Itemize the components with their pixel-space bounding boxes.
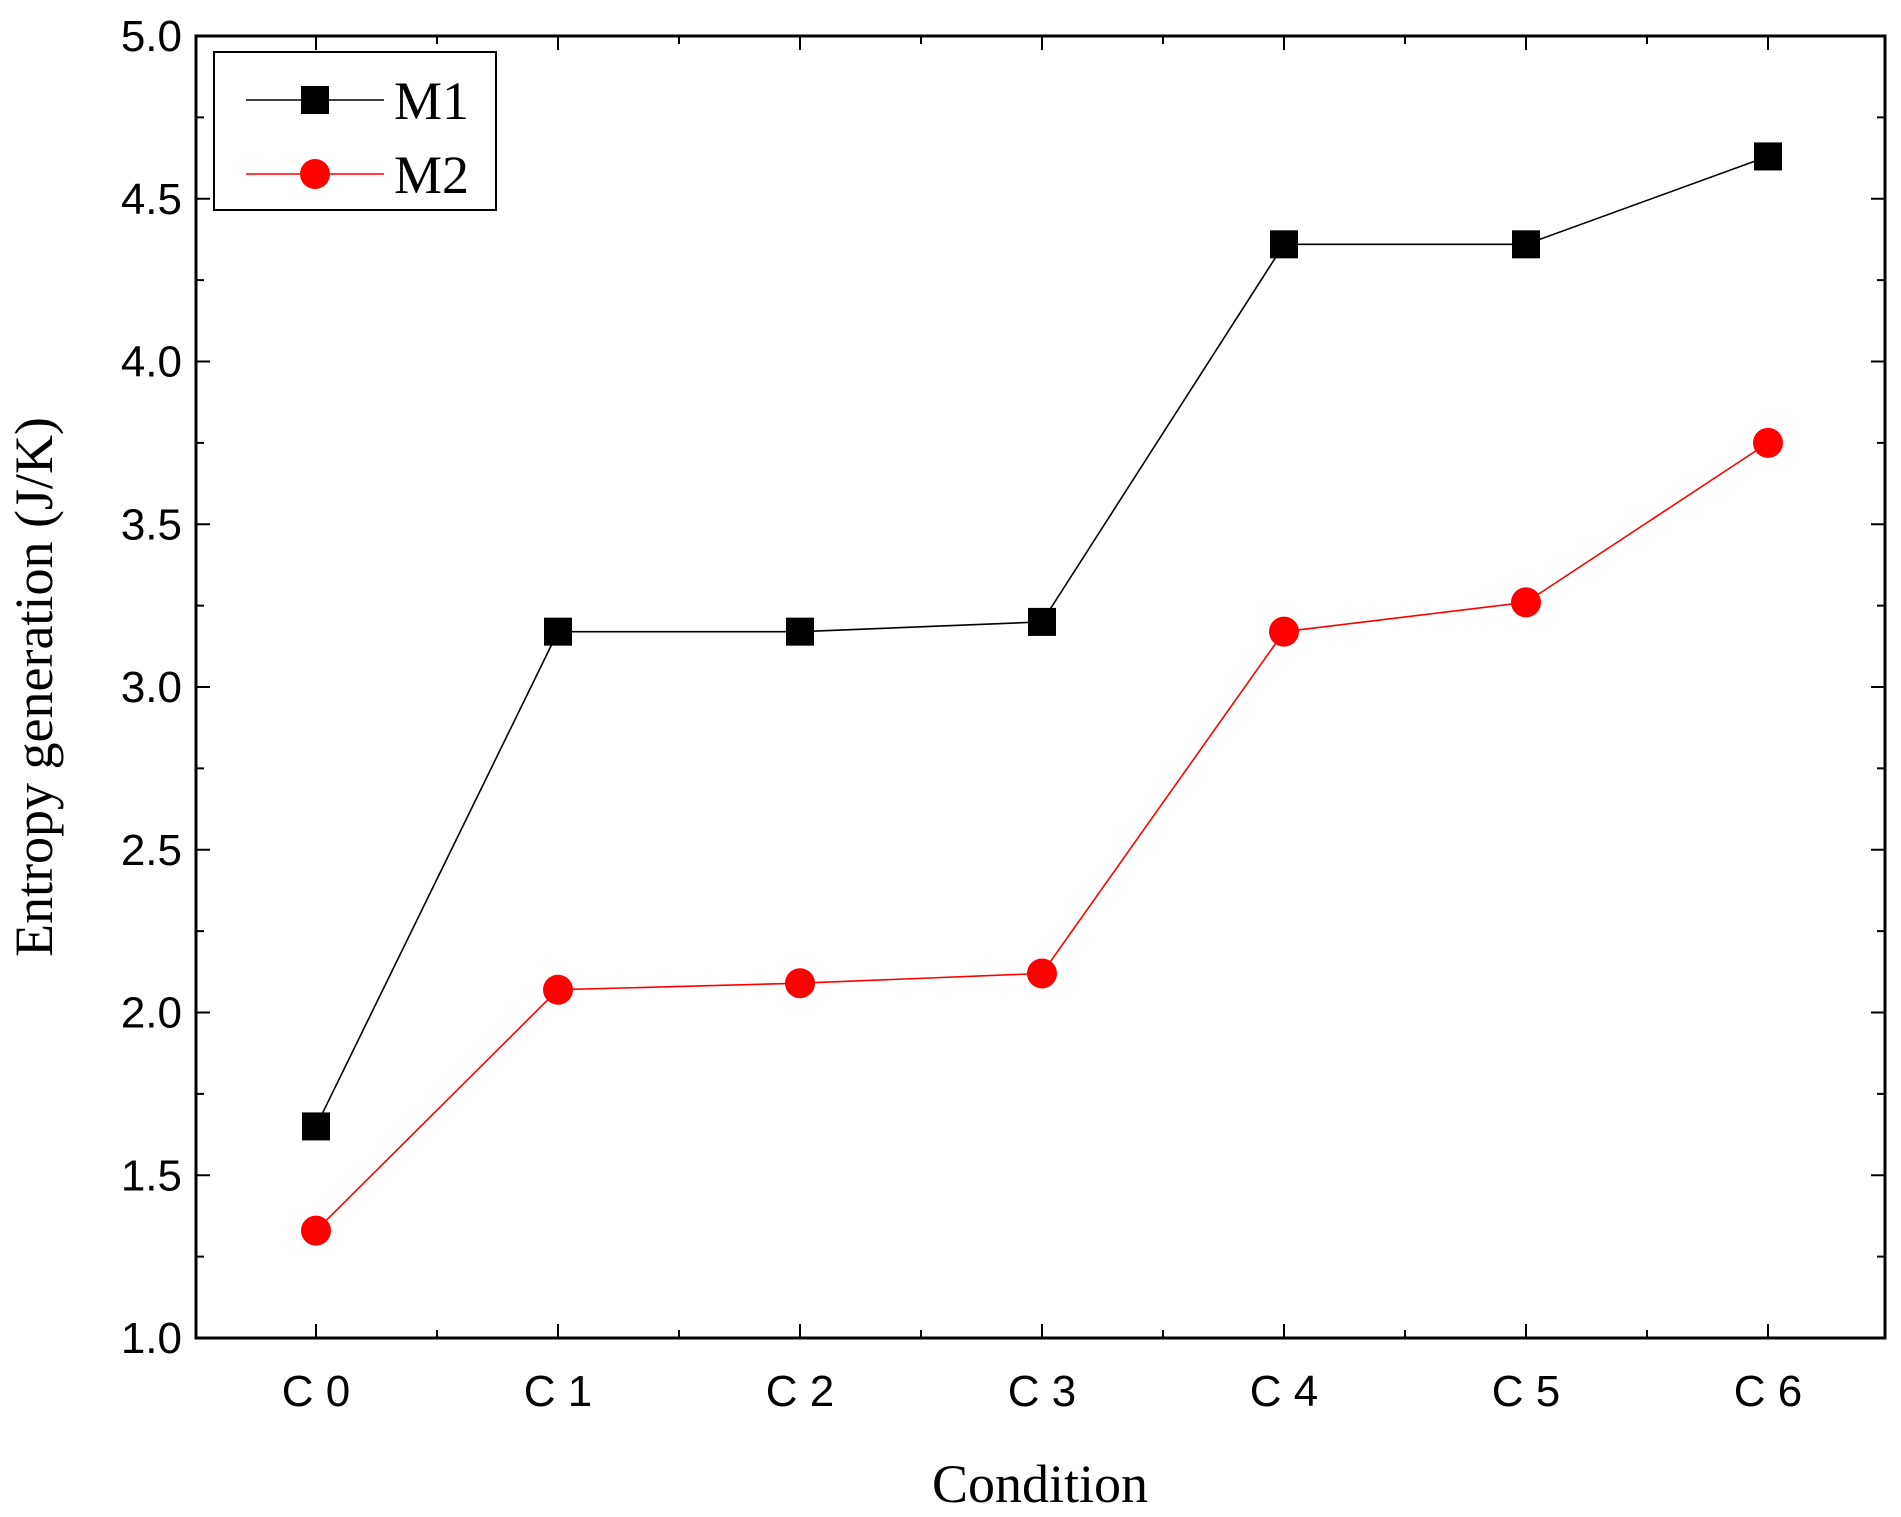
y-tick-label: 1.0	[121, 1314, 182, 1363]
series-line-m2	[315, 442, 1769, 1232]
data-point-m1	[544, 617, 572, 646]
y-tick-label: 5.0	[121, 12, 182, 61]
data-point-m1	[1754, 142, 1782, 171]
x-axis-title: Condition	[932, 1454, 1148, 1514]
data-point-m2	[1753, 427, 1783, 458]
plot-frame	[194, 34, 1887, 1340]
x-tick-label: C 4	[1250, 1367, 1318, 1416]
legend-box	[213, 51, 497, 211]
data-point-m1	[302, 1112, 330, 1141]
y-tick-label: 2.0	[121, 989, 182, 1038]
y-tick-label: 4.0	[121, 338, 182, 387]
axis-ticks: 1.0 1.5 2.0 2.5 3.0 3.5 4.0 4.5 5.0 C 0 C 1 C 2 C 3 C…	[121, 12, 1885, 1416]
data-point-m1	[1028, 607, 1056, 636]
data-point-m2	[1027, 958, 1057, 989]
legend-marker-m1	[301, 86, 329, 114]
data-point-m1	[786, 617, 814, 646]
data-point-m1	[1512, 230, 1540, 259]
y-tick-label: 4.5	[121, 175, 182, 224]
data-point-m2	[785, 968, 815, 999]
series-markers	[301, 142, 1783, 1246]
x-tick-label: C 0	[282, 1367, 350, 1416]
x-tick-label: C 2	[766, 1367, 834, 1416]
y-tick-label: 2.5	[121, 826, 182, 875]
legend-label-m2: M2	[394, 145, 469, 205]
legend: M1 M2	[213, 51, 497, 211]
x-tick-label: C 1	[524, 1367, 592, 1416]
data-point-m2	[1511, 587, 1541, 618]
data-point-m2	[1269, 616, 1299, 647]
legend-marker-m2	[300, 159, 330, 189]
x-tick-label: C 3	[1008, 1367, 1076, 1416]
y-tick-label: 3.5	[121, 500, 182, 549]
y-tick-label: 1.5	[121, 1151, 182, 1200]
data-point-m2	[301, 1215, 331, 1246]
x-tick-label: C 5	[1492, 1367, 1560, 1416]
series-lines	[315, 155, 1769, 1232]
data-point-m2	[543, 974, 573, 1005]
x-tick-label: C 6	[1734, 1367, 1802, 1416]
legend-label-m1: M1	[394, 71, 469, 131]
y-tick-label: 3.0	[121, 663, 182, 712]
y-axis-title: Entropy generation (J/K)	[4, 417, 64, 957]
data-point-m1	[1270, 230, 1298, 259]
